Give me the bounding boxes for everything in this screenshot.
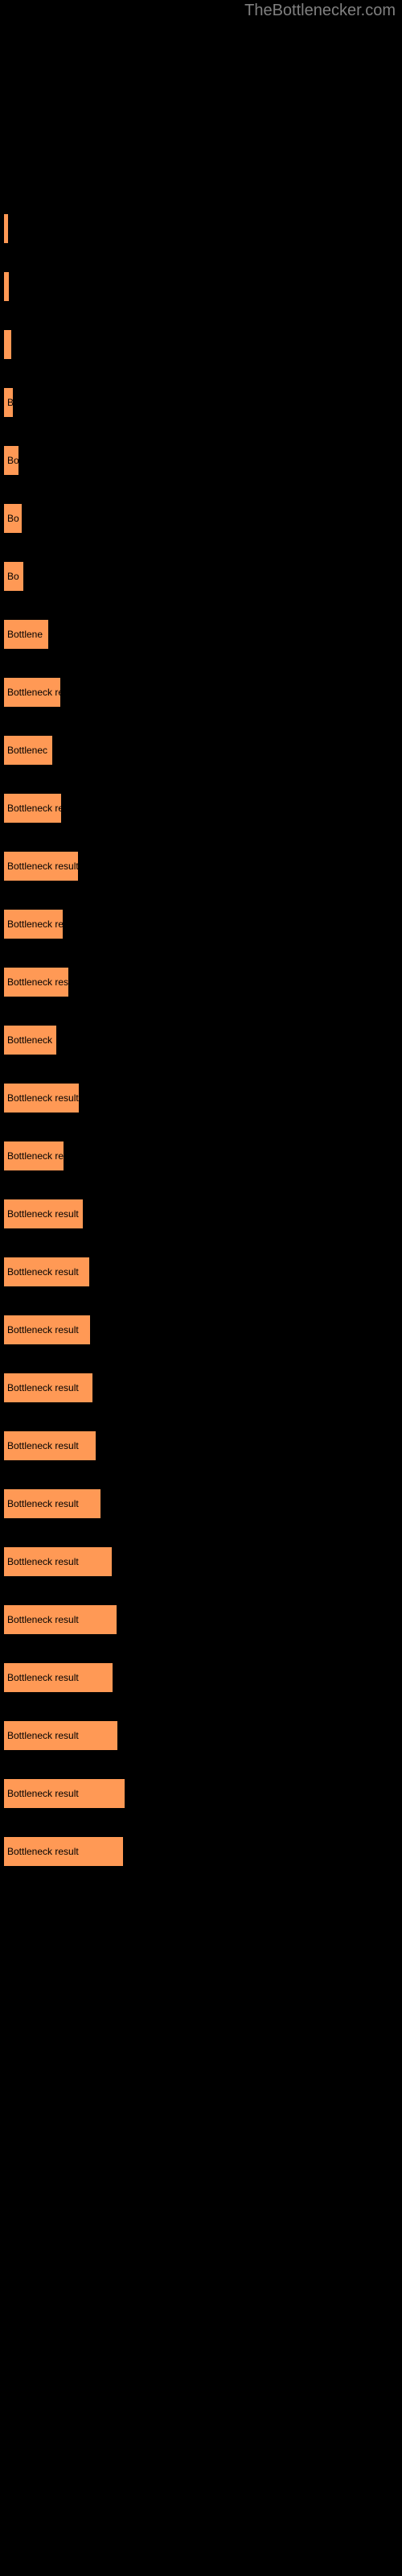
bar-label-above <box>4 839 402 850</box>
bar-row: Bottleneck <box>4 1013 402 1055</box>
bar-label-above <box>4 1071 402 1082</box>
chart-bar: B <box>4 388 13 417</box>
bar-label-above <box>4 1245 402 1256</box>
bar-label-above <box>4 781 402 792</box>
bar-label-above <box>4 491 402 502</box>
chart-bar: Bottleneck result <box>4 1084 79 1113</box>
bar-row: Bottlenec <box>4 723 402 765</box>
chart-bar: Bottlene <box>4 620 48 649</box>
bar-label-above <box>4 1534 402 1546</box>
bar-label-above <box>4 1129 402 1140</box>
bar-label-above <box>4 1360 402 1372</box>
chart-bar: Bottleneck result <box>4 1199 83 1228</box>
chart-bar: Bo <box>4 504 22 533</box>
bar-label-above <box>4 1187 402 1198</box>
bar-label-above <box>4 317 402 328</box>
bar-label-above <box>4 665 402 676</box>
bar-row: Bottleneck re <box>4 781 402 823</box>
chart-bar: Bottleneck re <box>4 678 60 707</box>
bar-row: Bottleneck result <box>4 1708 402 1750</box>
chart-bar: Bottleneck result <box>4 1489 100 1518</box>
bar-row: Bottleneck result <box>4 1766 402 1808</box>
bar-label-above <box>4 723 402 734</box>
bar-chart: B Bo Bo Bo Bottlene Bottleneck re Bottlenec Bot… <box>0 0 402 1866</box>
chart-bar: Bottleneck result <box>4 1663 113 1692</box>
bar-row: Bo <box>4 433 402 475</box>
chart-bar: Bo <box>4 562 23 591</box>
bar-label-above <box>4 1013 402 1024</box>
chart-bar <box>4 272 9 301</box>
chart-bar: Bottleneck result <box>4 1721 117 1750</box>
bar-label-above <box>4 1302 402 1314</box>
bar-label-above <box>4 433 402 444</box>
chart-bar: Bottleneck result <box>4 1257 89 1286</box>
bar-label-above <box>4 259 402 270</box>
bar-row: Bottleneck result <box>4 1476 402 1518</box>
chart-bar: Bottleneck result <box>4 1547 112 1576</box>
bar-label-above <box>4 1824 402 1835</box>
bar-row: Bottleneck result <box>4 1302 402 1344</box>
bar-row: B <box>4 375 402 417</box>
bar-label-above <box>4 1418 402 1430</box>
bar-row: Bottleneck re <box>4 665 402 707</box>
chart-bar: Bottlenec <box>4 736 52 765</box>
bar-label-above <box>4 1708 402 1719</box>
chart-bar: Bo <box>4 446 18 475</box>
bar-row <box>4 317 402 359</box>
bar-label-above <box>4 955 402 966</box>
chart-bar: Bottleneck res <box>4 910 63 939</box>
bar-row: Bottleneck result <box>4 1071 402 1113</box>
bar-row: Bottleneck res <box>4 1129 402 1170</box>
chart-bar: Bottleneck <box>4 1026 56 1055</box>
bar-row: Bo <box>4 491 402 533</box>
bar-row: Bottleneck result <box>4 1418 402 1460</box>
bar-row: Bottleneck result <box>4 1534 402 1576</box>
bar-row <box>4 259 402 301</box>
bar-row: Bottleneck result <box>4 1824 402 1866</box>
bar-label-above <box>4 897 402 908</box>
bar-row: Bottleneck result <box>4 1592 402 1634</box>
bar-label-above <box>4 1592 402 1604</box>
chart-bar: Bottleneck result <box>4 1779 125 1808</box>
chart-bar: Bottleneck result <box>4 1605 117 1634</box>
bar-row: Bottleneck result <box>4 1360 402 1402</box>
bar-label-above <box>4 1766 402 1777</box>
chart-bar: Bottleneck res <box>4 1141 64 1170</box>
chart-bar: Bottleneck result <box>4 1837 123 1866</box>
bar-row: Bottlene <box>4 607 402 649</box>
chart-bar: Bottleneck result <box>4 1373 92 1402</box>
chart-bar <box>4 214 8 243</box>
bar-label-above <box>4 1476 402 1488</box>
bar-row: Bottleneck res <box>4 897 402 939</box>
bar-row: Bottleneck result <box>4 1245 402 1286</box>
bar-label-above <box>4 607 402 618</box>
chart-bar: Bottleneck result <box>4 1431 96 1460</box>
bar-row <box>4 201 402 243</box>
bar-label-above <box>4 549 402 560</box>
chart-bar: Bottleneck resu <box>4 968 68 997</box>
bar-row: Bo <box>4 549 402 591</box>
bar-row: Bottleneck resu <box>4 955 402 997</box>
chart-bar: Bottleneck re <box>4 794 61 823</box>
bar-row: Bottleneck result <box>4 1650 402 1692</box>
bar-row: Bottleneck result <box>4 839 402 881</box>
chart-bar: Bottleneck result <box>4 852 78 881</box>
chart-bar: Bottleneck result <box>4 1315 90 1344</box>
bar-label-above <box>4 1650 402 1662</box>
bar-label-above <box>4 201 402 213</box>
bar-label-above <box>4 375 402 386</box>
watermark-text: TheBottlenecker.com <box>244 2 396 20</box>
chart-bar <box>4 330 11 359</box>
bar-row: Bottleneck result <box>4 1187 402 1228</box>
